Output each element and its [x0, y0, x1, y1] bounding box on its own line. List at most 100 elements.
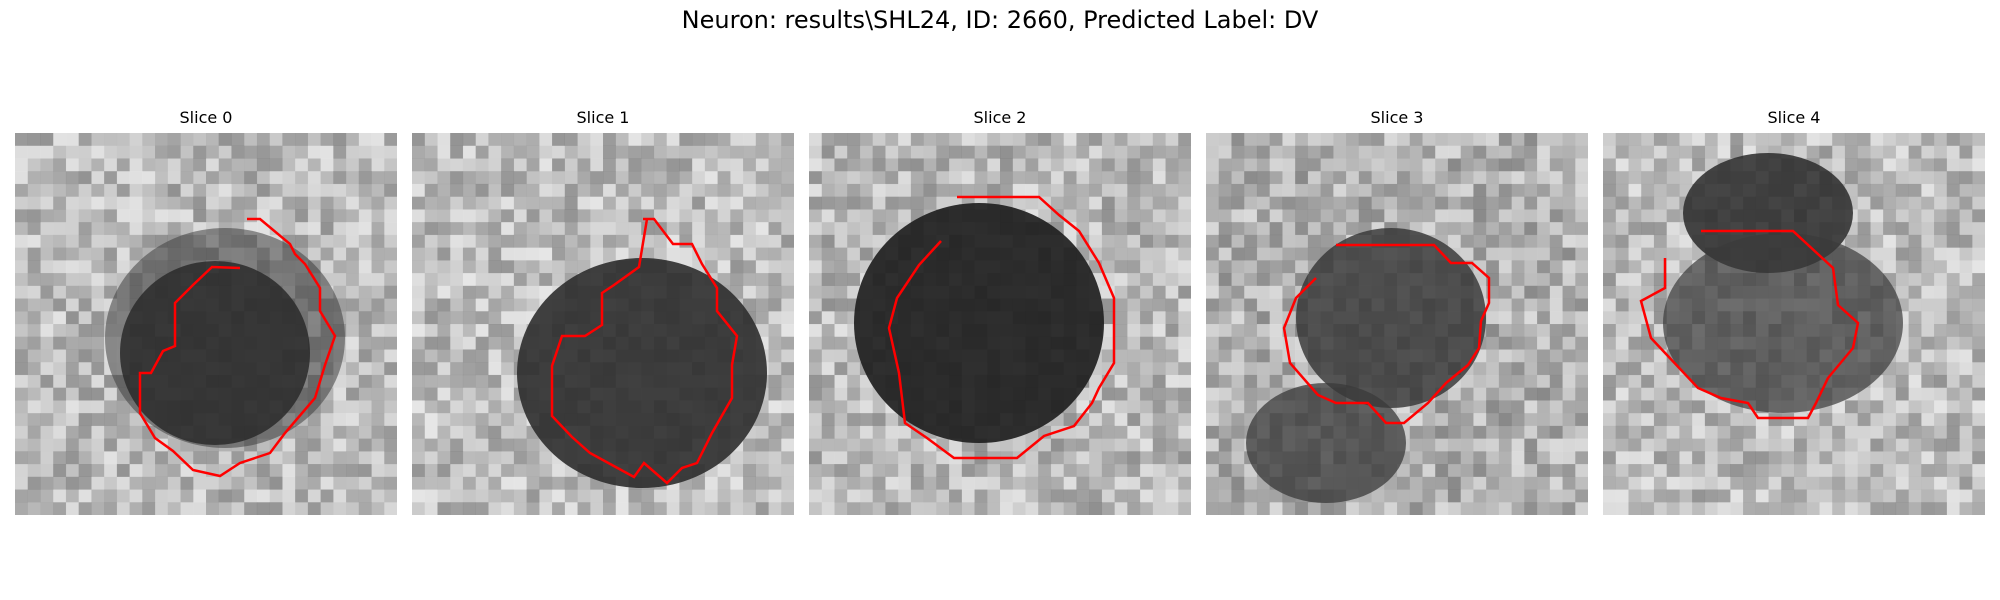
pixel: [1101, 438, 1115, 452]
pixel: [475, 438, 489, 452]
pixel: [1641, 374, 1655, 388]
pixel: [1615, 489, 1629, 503]
pixel: [1012, 196, 1026, 210]
pixel: [1921, 183, 1935, 197]
pixel: [269, 183, 283, 197]
pixel: [65, 324, 79, 337]
pixel: [1562, 133, 1576, 146]
pixel: [755, 502, 769, 515]
pixel: [269, 171, 283, 185]
pixel: [1972, 489, 1985, 503]
pixel: [1794, 489, 1807, 503]
pixel: [1218, 247, 1232, 261]
pixel: [821, 298, 835, 312]
pixel: [1486, 196, 1500, 210]
pixel: [1641, 464, 1655, 477]
pixel: [218, 171, 232, 185]
pixel: [412, 196, 425, 210]
pixel: [1307, 171, 1321, 185]
pixel: [834, 260, 848, 274]
pixel: [539, 234, 553, 248]
pixel: [1921, 145, 1935, 159]
pixel: [1282, 273, 1296, 286]
pixel: [1870, 502, 1884, 515]
pixel: [1114, 413, 1128, 427]
pixel: [755, 196, 769, 210]
pixel: [333, 285, 347, 299]
pixel: [475, 336, 489, 350]
pixel: [821, 400, 835, 414]
pixel: [384, 451, 397, 465]
pixel: [1603, 400, 1616, 414]
pixel: [1549, 425, 1563, 439]
pixel: [1000, 145, 1013, 159]
pixel: [1206, 196, 1219, 210]
pixel: [65, 311, 79, 325]
pixel: [1371, 158, 1385, 172]
pixel: [142, 502, 156, 515]
pixel: [27, 183, 41, 197]
pixel: [1524, 400, 1538, 414]
pixel: [437, 451, 451, 465]
pixel: [65, 438, 79, 452]
pixel: [307, 183, 321, 197]
pixel: [1870, 387, 1884, 401]
pixel: [450, 273, 464, 286]
pixel: [1666, 247, 1680, 261]
pixel: [1101, 260, 1115, 274]
pixel: [1127, 413, 1141, 427]
pixel: [78, 413, 92, 427]
pixel: [1524, 247, 1538, 261]
pixel: [333, 133, 347, 146]
pixel: [961, 133, 975, 146]
pixel: [1883, 438, 1897, 452]
pixel: [437, 336, 451, 350]
pixel: [1384, 133, 1398, 146]
pixel: [371, 145, 385, 159]
pixel: [1768, 425, 1782, 439]
pixel: [501, 425, 515, 439]
pixel: [1486, 425, 1500, 439]
pixel: [768, 400, 782, 414]
pixel: [40, 209, 54, 223]
pixel: [730, 196, 744, 210]
pixel: [1218, 476, 1232, 490]
pixel: [1524, 324, 1538, 337]
pixel: [1422, 502, 1436, 515]
pixel: [859, 183, 873, 197]
pixel: [768, 349, 782, 363]
pixel: [679, 183, 693, 197]
pixel: [1857, 464, 1871, 477]
pixel: [320, 476, 334, 490]
pixel: [1025, 502, 1039, 515]
pixel: [755, 133, 769, 146]
pixel: [462, 298, 476, 312]
pixel: [781, 209, 794, 223]
pixel: [872, 222, 886, 236]
pixel: [501, 222, 515, 236]
pixel: [1114, 438, 1128, 452]
texture: [15, 133, 397, 515]
pixel: [1921, 502, 1935, 515]
pixel: [1895, 387, 1909, 401]
pixel: [1511, 324, 1525, 337]
pixel: [91, 196, 105, 210]
pixel: [53, 336, 67, 350]
pixel: [898, 464, 912, 477]
pixel: [1218, 196, 1232, 210]
pixel: [847, 489, 861, 503]
pixel: [1870, 158, 1884, 172]
pixel: [1460, 413, 1474, 427]
pixel: [1447, 387, 1461, 401]
pixel: [666, 158, 680, 172]
pixel: [1422, 183, 1436, 197]
pixel: [1575, 464, 1588, 477]
pixel: [1178, 298, 1191, 312]
pixel: [704, 489, 718, 503]
pixel: [1346, 158, 1359, 172]
pixel: [27, 349, 41, 363]
pixel: [501, 145, 515, 159]
pixel: [1025, 171, 1039, 185]
pixel: [1972, 183, 1985, 197]
pixel: [1511, 247, 1525, 261]
